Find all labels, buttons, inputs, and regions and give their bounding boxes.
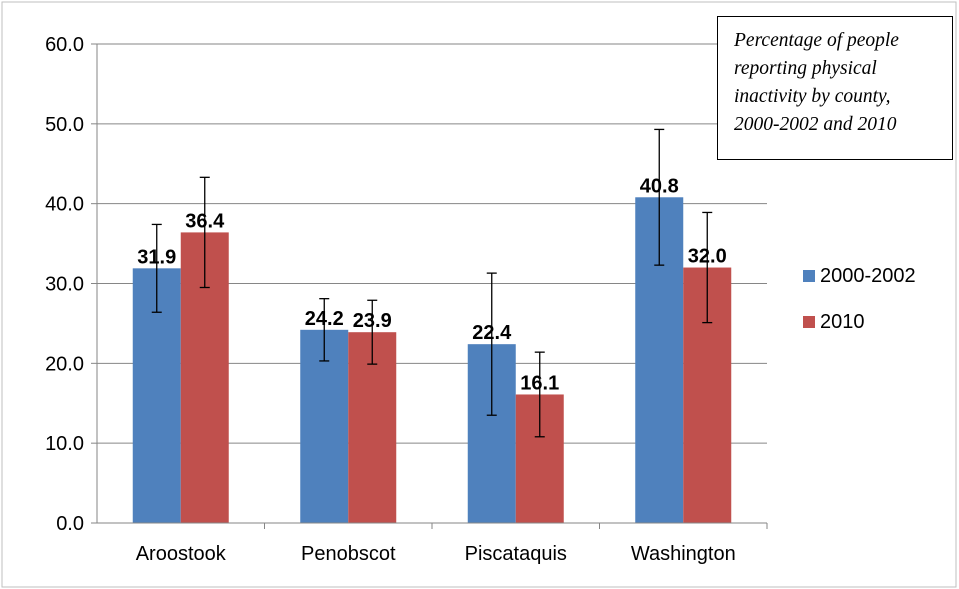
y-tick-label: 20.0 (45, 353, 84, 375)
data-label: 32.0 (688, 246, 727, 268)
y-tick-label: 60.0 (45, 34, 84, 56)
category-label: Penobscot (301, 543, 396, 565)
chart-title-line-3: inactivity by county, (734, 86, 891, 107)
chart-title-line-2: reporting physical (734, 58, 877, 79)
data-label: 36.4 (185, 210, 225, 232)
legend: 2000-2002 2010 (803, 265, 916, 333)
category-label: Washington (631, 543, 736, 565)
bars (132, 197, 732, 523)
y-tick-label: 0.0 (56, 513, 84, 535)
bar (300, 329, 349, 523)
y-tick-label: 10.0 (45, 433, 84, 455)
y-tick-label: 30.0 (45, 274, 84, 296)
y-tick-label: 50.0 (45, 114, 84, 136)
data-labels: 31.9 36.4 24.2 23.9 22.4 16.1 40.8 32.0 (137, 175, 726, 394)
legend-label: 2000-2002 (820, 265, 916, 287)
data-label: 40.8 (640, 175, 679, 197)
y-tick-label: 40.0 (45, 194, 84, 216)
data-label: 22.4 (472, 322, 512, 344)
legend-label: 2010 (820, 311, 865, 333)
axes: 0.0 10.0 20.0 30.0 40.0 50.0 60.0 Aroostook Peno… (45, 34, 768, 565)
chart-title-line-1: Percentage of people (734, 30, 899, 51)
category-label: Aroostook (136, 543, 227, 565)
data-label: 31.9 (137, 246, 176, 268)
chart-title-box: Percentage of people reporting physical … (717, 16, 953, 160)
legend-swatch (803, 316, 815, 328)
data-label: 16.1 (520, 372, 559, 394)
data-label: 23.9 (353, 310, 392, 332)
chart-title-line-4: 2000-2002 and 2010 (734, 114, 897, 135)
legend-swatch (803, 270, 815, 282)
category-label: Piscataquis (465, 543, 567, 565)
error-bars (151, 128, 713, 438)
data-label: 24.2 (305, 308, 344, 330)
